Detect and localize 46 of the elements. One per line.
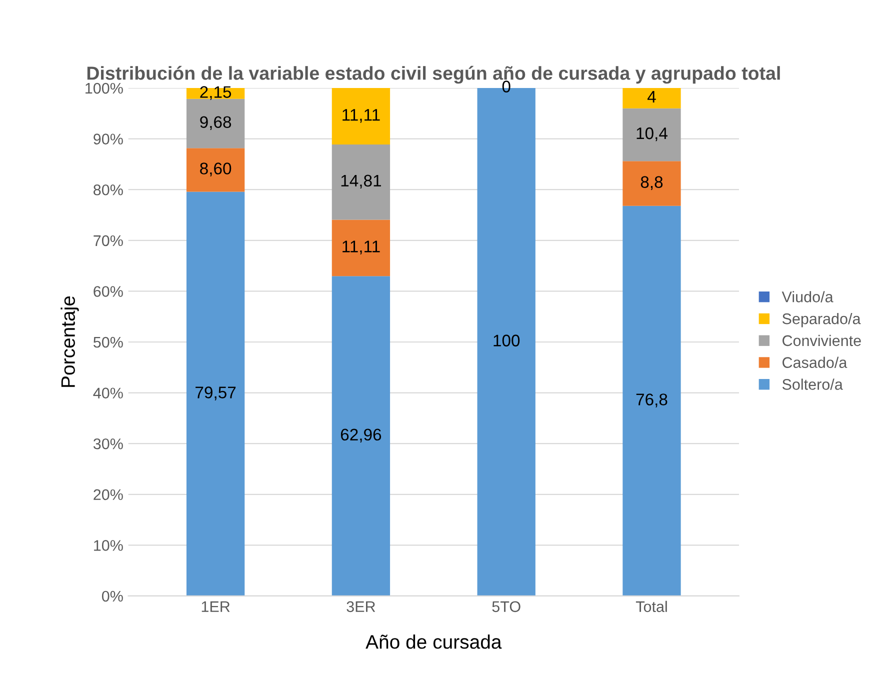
y-tick-label: 70% <box>94 235 123 246</box>
y-tick-label: 30% <box>93 438 123 450</box>
bar <box>332 88 390 144</box>
y-tick-label: 40% <box>93 388 123 398</box>
bar <box>622 88 681 108</box>
data-label: 9,68 <box>200 116 232 130</box>
data-label: 8,8 <box>640 176 663 190</box>
data-label: 8,60 <box>200 162 232 176</box>
y-tick-label: 100% <box>86 82 123 94</box>
x-tick-label: 3ER <box>346 601 376 612</box>
y-tick-label: 50% <box>94 336 123 348</box>
bar <box>186 148 245 192</box>
legend-label: Viudo/a <box>782 291 834 302</box>
bar <box>622 108 681 162</box>
y-tick-label: 0% <box>102 590 123 602</box>
data-label: 2,15 <box>200 86 232 100</box>
legend-label: Conviviente <box>782 334 861 346</box>
x-tick-label: 5TO <box>492 601 520 612</box>
x-axis-title: Año de cursada <box>366 634 502 649</box>
y-tick-label: 90% <box>94 134 123 144</box>
data-label: 14,81 <box>341 174 381 189</box>
bar <box>332 276 390 596</box>
legend-label: Separado/a <box>782 312 861 328</box>
bar <box>622 161 681 206</box>
data-label: 62,96 <box>340 428 382 443</box>
y-tick-label: 10% <box>94 540 123 551</box>
data-label: 76,8 <box>636 394 668 408</box>
y-axis-title: Porcentaje <box>60 296 79 387</box>
x-tick-label: 1ER <box>202 601 230 612</box>
y-tick-label: 80% <box>94 184 123 196</box>
bar <box>622 206 681 596</box>
data-label: 10,4 <box>636 127 668 142</box>
bar <box>186 192 245 596</box>
bar <box>186 98 245 148</box>
bar <box>332 144 390 220</box>
y-tick-label: 60% <box>94 286 123 297</box>
y-tick-label: 20% <box>94 489 123 500</box>
data-label: 79,57 <box>196 386 236 400</box>
bar <box>332 220 390 276</box>
data-label: 100 <box>494 334 520 346</box>
x-tick-label: Total <box>636 600 667 612</box>
data-label: 4 <box>647 91 656 102</box>
legend-label: Casado/a <box>782 356 848 368</box>
data-label: 11,11 <box>342 109 380 123</box>
legend-label: Soltero/a <box>782 378 843 390</box>
data-label: 11,11 <box>342 240 380 254</box>
